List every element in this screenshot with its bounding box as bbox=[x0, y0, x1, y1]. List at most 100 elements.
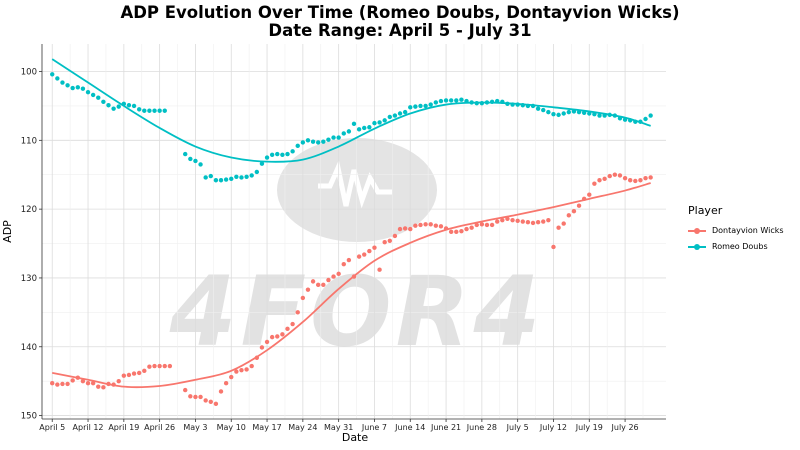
data-point-dontayvion-wicks bbox=[612, 172, 618, 177]
data-point-dontayvion-wicks bbox=[285, 326, 290, 332]
chart-title: ADP Evolution Over Time (Romeo Doubs, Do… bbox=[120, 3, 680, 22]
data-point-dontayvion-wicks bbox=[290, 321, 295, 327]
data-point-dontayvion-wicks bbox=[638, 178, 643, 183]
data-point-dontayvion-wicks bbox=[152, 363, 157, 369]
data-point-romeo-doubs bbox=[218, 178, 224, 183]
data-point-romeo-doubs bbox=[142, 108, 147, 113]
data-point-romeo-doubs bbox=[402, 109, 408, 115]
x-tick-label: July 12 bbox=[539, 423, 567, 432]
data-point-romeo-doubs bbox=[188, 156, 193, 162]
data-point-dontayvion-wicks bbox=[126, 372, 132, 378]
data-point-romeo-doubs bbox=[627, 118, 633, 123]
data-point-dontayvion-wicks bbox=[479, 222, 485, 227]
data-point-romeo-doubs bbox=[428, 102, 433, 107]
data-point-romeo-doubs bbox=[183, 151, 188, 157]
data-point-romeo-doubs bbox=[336, 135, 341, 140]
data-point-romeo-doubs bbox=[408, 105, 413, 110]
data-point-dontayvion-wicks bbox=[208, 399, 213, 404]
data-point-romeo-doubs bbox=[607, 112, 612, 118]
data-point-romeo-doubs bbox=[136, 107, 142, 112]
data-point-dontayvion-wicks bbox=[351, 274, 357, 279]
data-point-dontayvion-wicks bbox=[213, 401, 219, 407]
data-point-romeo-doubs bbox=[341, 131, 346, 136]
data-point-romeo-doubs bbox=[285, 151, 290, 157]
data-point-romeo-doubs bbox=[459, 97, 464, 102]
x-tick-label: May 17 bbox=[252, 423, 281, 432]
data-point-dontayvion-wicks bbox=[244, 367, 249, 372]
data-points bbox=[50, 72, 653, 407]
data-point-dontayvion-wicks bbox=[157, 363, 162, 369]
data-point-dontayvion-wicks bbox=[136, 370, 142, 376]
data-point-romeo-doubs bbox=[213, 178, 219, 183]
data-point-dontayvion-wicks bbox=[372, 245, 377, 250]
data-point-dontayvion-wicks bbox=[193, 394, 198, 400]
data-point-romeo-doubs bbox=[70, 85, 75, 91]
data-point-romeo-doubs bbox=[551, 111, 556, 117]
data-point-dontayvion-wicks bbox=[188, 394, 193, 399]
data-point-dontayvion-wicks bbox=[566, 213, 572, 218]
watermark-logo-wave bbox=[318, 159, 392, 209]
data-point-dontayvion-wicks bbox=[269, 334, 275, 340]
x-tick-label: July 19 bbox=[575, 423, 603, 432]
data-point-dontayvion-wicks bbox=[331, 274, 336, 279]
data-point-romeo-doubs bbox=[587, 111, 592, 116]
data-point-romeo-doubs bbox=[566, 109, 572, 115]
data-point-dontayvion-wicks bbox=[448, 229, 454, 235]
data-point-romeo-doubs bbox=[106, 103, 111, 108]
data-point-dontayvion-wicks bbox=[607, 173, 612, 179]
data-point-romeo-doubs bbox=[203, 175, 208, 180]
legend-item-doubs: Romeo Doubs bbox=[688, 239, 784, 255]
data-point-romeo-doubs bbox=[648, 113, 653, 118]
data-point-dontayvion-wicks bbox=[535, 220, 541, 225]
data-point-dontayvion-wicks bbox=[561, 221, 566, 226]
data-point-romeo-doubs bbox=[162, 108, 167, 113]
data-point-romeo-doubs bbox=[443, 98, 449, 103]
x-tick-label: June 28 bbox=[466, 423, 497, 432]
y-tick-label: 100 bbox=[21, 68, 37, 78]
data-point-dontayvion-wicks bbox=[428, 222, 433, 227]
data-point-dontayvion-wicks bbox=[264, 339, 270, 345]
data-point-romeo-doubs bbox=[90, 92, 96, 98]
data-point-romeo-doubs bbox=[305, 138, 311, 143]
data-point-dontayvion-wicks bbox=[101, 385, 106, 390]
data-point-dontayvion-wicks bbox=[203, 398, 208, 403]
data-point-dontayvion-wicks bbox=[387, 238, 393, 243]
x-tick-label: May 10 bbox=[217, 423, 246, 432]
data-point-romeo-doubs bbox=[85, 89, 91, 95]
data-point-romeo-doubs bbox=[515, 102, 520, 107]
legend-key-dot bbox=[694, 244, 700, 250]
data-point-romeo-doubs bbox=[259, 161, 265, 166]
data-point-romeo-doubs bbox=[60, 80, 65, 85]
y-tick-label: 140 bbox=[21, 343, 37, 353]
data-point-romeo-doubs bbox=[96, 95, 101, 100]
data-point-dontayvion-wicks bbox=[622, 175, 628, 181]
data-point-romeo-doubs bbox=[131, 103, 137, 109]
data-point-dontayvion-wicks bbox=[418, 222, 423, 228]
x-tick-label: May 24 bbox=[288, 423, 317, 432]
data-point-dontayvion-wicks bbox=[249, 363, 254, 369]
trend-lines bbox=[51, 58, 651, 389]
data-point-romeo-doubs bbox=[392, 113, 398, 118]
data-point-dontayvion-wicks bbox=[423, 222, 428, 227]
data-point-dontayvion-wicks bbox=[505, 216, 510, 221]
data-point-romeo-doubs bbox=[254, 169, 260, 175]
data-point-dontayvion-wicks bbox=[413, 223, 418, 228]
data-point-romeo-doubs bbox=[300, 140, 306, 145]
x-tick-label: May 31 bbox=[324, 423, 353, 432]
data-point-romeo-doubs bbox=[602, 113, 607, 118]
y-tick-label: 110 bbox=[21, 136, 37, 146]
data-point-dontayvion-wicks bbox=[70, 378, 75, 383]
data-point-dontayvion-wicks bbox=[321, 282, 326, 288]
data-point-romeo-doubs bbox=[362, 125, 367, 131]
data-point-dontayvion-wicks bbox=[530, 220, 536, 226]
data-point-romeo-doubs bbox=[571, 109, 577, 114]
data-point-dontayvion-wicks bbox=[131, 371, 137, 376]
data-point-dontayvion-wicks bbox=[223, 381, 229, 386]
data-point-dontayvion-wicks bbox=[198, 394, 203, 400]
data-point-romeo-doubs bbox=[382, 118, 387, 123]
data-point-dontayvion-wicks bbox=[576, 203, 582, 208]
x-tick-label: June 21 bbox=[430, 423, 461, 432]
legend-key-dot bbox=[694, 228, 700, 234]
